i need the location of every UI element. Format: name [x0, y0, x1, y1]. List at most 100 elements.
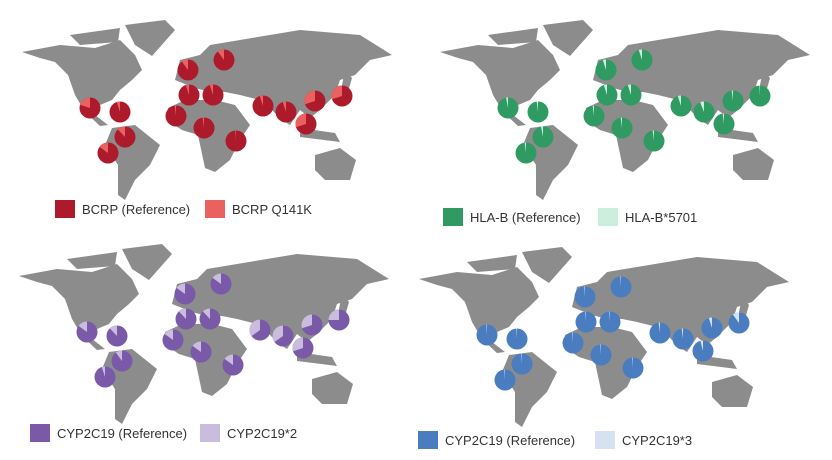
pie-chart — [595, 59, 617, 81]
pie-chart — [174, 283, 196, 305]
pie-chart — [511, 353, 533, 375]
legend-swatch — [200, 424, 220, 442]
pie-slice-variant — [732, 312, 739, 323]
bcrp-map — [22, 20, 392, 200]
pie-slice-variant — [185, 84, 189, 95]
pie-slice-variant — [235, 130, 236, 141]
pie-slice-variant — [677, 95, 681, 106]
pie-chart — [295, 113, 317, 135]
pie-slice-variant — [212, 273, 221, 284]
pie-chart — [109, 101, 131, 123]
pie-slice-variant — [80, 97, 90, 108]
pie-slice-variant — [759, 85, 760, 96]
world-map — [19, 244, 389, 424]
legend-label: CYP2C19 (Reference) — [445, 432, 576, 448]
legend-swatch — [55, 200, 75, 218]
pie-slice-variant — [109, 325, 117, 336]
pie-slice-variant — [681, 328, 683, 339]
pie-slice-variant — [164, 329, 173, 340]
pie-chart — [249, 319, 271, 341]
pie-slice-variant — [331, 85, 342, 100]
pie-slice-variant — [328, 309, 339, 320]
pie-slice-variant — [117, 126, 125, 137]
legend-label: CYP2C19 (Reference) — [57, 425, 188, 441]
pie-slice-variant — [603, 84, 607, 95]
pie-chart — [599, 311, 621, 333]
pie-slice-variant — [731, 90, 733, 101]
pie-slice-variant — [600, 344, 601, 355]
pie-slice-variant — [192, 341, 201, 352]
pie-chart — [76, 321, 98, 343]
pie-chart — [193, 117, 215, 139]
pie-chart — [575, 311, 597, 333]
pie-slice-variant — [620, 117, 622, 128]
pie-slice-variant — [584, 286, 585, 297]
pie-slice-variant — [202, 308, 210, 319]
legend-swatch — [443, 208, 463, 226]
legend-label: BCRP (Reference) — [82, 201, 191, 217]
legend-variant: CYP2C19*2 — [200, 424, 297, 442]
pie-chart — [506, 328, 528, 350]
pie-chart — [94, 366, 116, 388]
pie-slice-variant — [638, 49, 642, 60]
pie-chart — [292, 337, 314, 359]
pie-slice-variant — [224, 354, 233, 365]
pie-slice-variant — [259, 95, 263, 106]
pie-chart — [649, 322, 671, 344]
pie-chart — [596, 84, 618, 106]
pie-slice-variant — [249, 319, 260, 337]
pie-slice-variant — [202, 117, 204, 128]
legend-reference: CYP2C19 (Reference) — [418, 431, 575, 449]
pie-slice-variant — [632, 357, 633, 368]
pie-slice-variant — [272, 325, 283, 343]
pie-chart — [210, 273, 232, 295]
pie-chart — [631, 49, 653, 71]
pie-chart — [275, 101, 297, 123]
pie-chart — [301, 314, 323, 336]
pie-chart — [574, 286, 596, 308]
pie-chart — [527, 101, 549, 123]
pie-slice-variant — [516, 328, 517, 339]
pie-chart — [199, 308, 221, 330]
pie-chart — [532, 126, 554, 148]
pie-chart — [114, 126, 136, 148]
pie-chart — [515, 142, 537, 164]
legend-swatch — [598, 208, 618, 226]
pie-slice-variant — [292, 337, 303, 352]
pie-slice-variant — [524, 142, 526, 153]
legend-reference: BCRP (Reference) — [55, 200, 190, 218]
cyp2c19-2-map — [19, 244, 389, 424]
pie-chart — [728, 312, 750, 334]
legend-reference: CYP2C19 (Reference) — [30, 424, 187, 442]
legend-label: HLA-B (Reference) — [470, 209, 581, 225]
pie-slice-variant — [572, 332, 573, 343]
pie-chart — [213, 49, 235, 71]
pie-chart — [328, 309, 350, 331]
pie-slice-variant — [174, 105, 176, 116]
legend-variant: BCRP Q141K — [205, 200, 312, 218]
pie-chart — [643, 130, 665, 152]
pie-chart — [672, 328, 694, 350]
pie-chart — [175, 308, 197, 330]
pie-slice-variant — [722, 113, 724, 124]
world-map — [22, 20, 392, 200]
pie-chart — [722, 90, 744, 112]
pie-chart — [476, 324, 498, 346]
pie-slice-variant — [181, 59, 188, 70]
pie-slice-variant — [209, 84, 213, 95]
pie-slice-variant — [301, 314, 312, 329]
pie-chart — [749, 85, 771, 107]
pie-chart — [610, 276, 632, 298]
pie-chart — [225, 130, 247, 152]
legend-label: CYP2C19*2 — [227, 425, 298, 441]
pie-chart — [670, 95, 692, 117]
pie-slice-variant — [506, 97, 508, 108]
pie-chart — [701, 317, 723, 339]
pie-slice-variant — [700, 101, 704, 112]
legend-reference: HLA-B (Reference) — [443, 208, 581, 226]
pie-chart — [252, 95, 274, 117]
pie-slice-variant — [592, 105, 594, 116]
pie-slice-variant — [101, 366, 105, 377]
pie-slice-variant — [486, 324, 487, 335]
pie-chart — [165, 105, 187, 127]
